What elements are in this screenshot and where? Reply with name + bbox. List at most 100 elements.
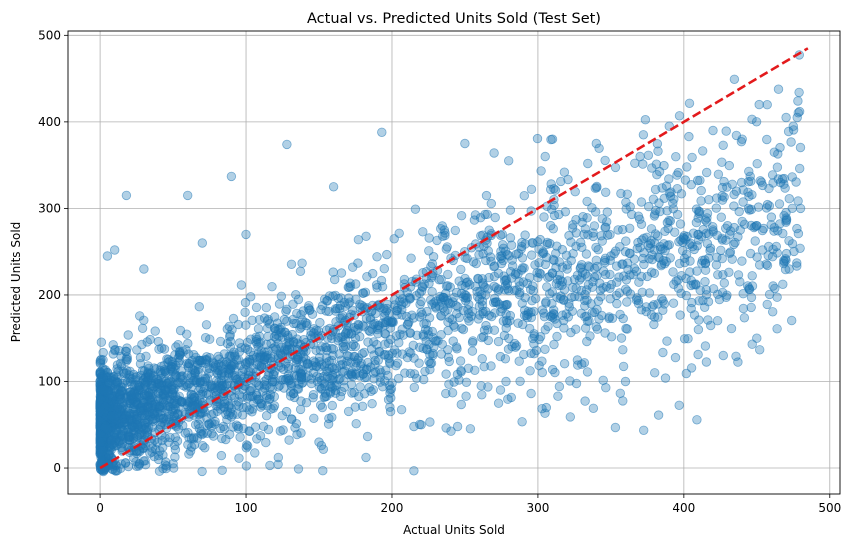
scatter-point [571, 378, 582, 389]
scatter-point [691, 217, 702, 228]
scatter-point [750, 236, 760, 246]
scatter-point [197, 389, 208, 400]
scatter-point [618, 345, 628, 355]
scatter-point [679, 233, 689, 244]
scatter-point [190, 368, 200, 378]
scatter-point [764, 201, 775, 211]
scatter-point [587, 308, 597, 318]
x-tick-label: 400 [672, 501, 695, 515]
scatter-point [386, 384, 397, 394]
scatter-point [355, 382, 365, 392]
scatter-point [549, 210, 560, 221]
scatter-point [514, 356, 524, 366]
scatter-point [346, 379, 357, 390]
scatter-point [718, 140, 728, 151]
scatter-point [693, 175, 703, 186]
scatter-point [671, 151, 681, 162]
scatter-point [505, 233, 516, 243]
scatter-point [606, 332, 617, 342]
scatter-point [154, 344, 164, 354]
scatter-point [382, 249, 392, 260]
scatter-point [467, 337, 478, 348]
scatter-point [511, 268, 521, 278]
scatter-point [200, 333, 211, 343]
scatter-point [456, 399, 467, 410]
scatter-point [712, 252, 722, 262]
scatter-point [123, 330, 133, 340]
scatter-point [539, 212, 549, 222]
scatter-point [370, 355, 380, 366]
scatter-point [641, 306, 651, 317]
y-tick-label: 300 [38, 201, 61, 215]
scatter-point [486, 256, 496, 267]
scatter-point [559, 295, 569, 306]
scatter-point [412, 373, 422, 384]
scatter-point [635, 242, 645, 253]
scatter-point [362, 431, 373, 442]
scatter-point [441, 244, 452, 254]
scatter-point [132, 345, 142, 355]
scatter-point [270, 342, 280, 352]
scatter-point [466, 311, 477, 322]
scatter-point [368, 268, 378, 279]
scatter-point [633, 295, 644, 306]
scatter-point [162, 405, 173, 416]
scatter-point [490, 212, 500, 223]
scatter-point [643, 150, 654, 161]
scatter-point [319, 392, 329, 403]
scatter-point [681, 273, 691, 284]
scatter-point [121, 356, 132, 366]
scatter-point [309, 413, 319, 424]
scatter-point [616, 188, 626, 199]
scatter-point [577, 260, 587, 270]
scatter-point [717, 157, 727, 167]
scatter-point [342, 350, 352, 361]
scatter-point [263, 424, 274, 435]
scatter-point [428, 252, 439, 262]
scatter-point [602, 207, 613, 217]
scatter-point [425, 417, 435, 427]
scatter-point [668, 298, 679, 308]
scatter-point [701, 285, 712, 295]
scatter-point [649, 319, 659, 330]
scatter-point [718, 350, 729, 361]
scatter-point [540, 325, 551, 335]
scatter-point [676, 189, 687, 199]
scatter-point [675, 219, 686, 229]
scatter-point [733, 232, 743, 242]
scatter-point [409, 466, 419, 476]
scatter-point [792, 258, 802, 268]
scatter-point [240, 297, 251, 308]
scatter-point [318, 466, 328, 476]
scatter-point [589, 221, 600, 231]
scatter-point [529, 349, 539, 359]
scatter-point [256, 361, 266, 372]
scatter-point [380, 339, 390, 349]
scatter-point [694, 206, 704, 216]
scatter-point [510, 342, 521, 352]
scatter-point [610, 422, 621, 433]
scatter-point [451, 342, 462, 352]
scatter-point [246, 383, 257, 393]
scatter-point [793, 96, 803, 106]
scatter-point [530, 260, 540, 270]
scatter-point [246, 334, 256, 344]
scatter-point [646, 224, 657, 234]
scatter-point [225, 342, 236, 352]
scatter-point [265, 383, 275, 393]
scatter-point [216, 450, 227, 461]
y-tick-label: 200 [38, 288, 61, 302]
scatter-point [658, 305, 668, 316]
scatter-point [432, 235, 442, 246]
scatter-point [397, 349, 408, 359]
scatter-point [242, 391, 252, 401]
scatter-point [568, 219, 578, 230]
scatter-point [409, 382, 420, 393]
scatter-point [692, 415, 702, 425]
scatter-point [226, 412, 237, 422]
scatter-point [153, 454, 164, 465]
scatter-point [673, 167, 684, 178]
scatter-point [601, 282, 612, 292]
scatter-point [98, 446, 108, 456]
scatter-point [654, 198, 664, 208]
